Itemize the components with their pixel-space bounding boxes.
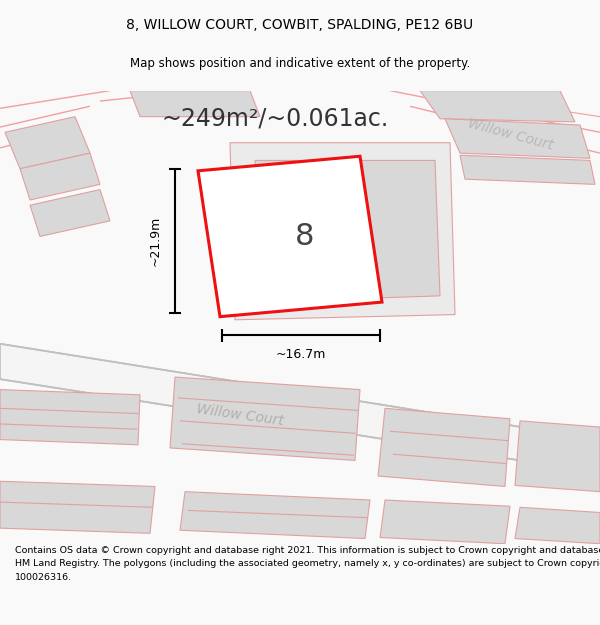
Text: Willow Court: Willow Court [196, 402, 284, 429]
Polygon shape [0, 481, 155, 533]
Polygon shape [180, 492, 370, 539]
Polygon shape [380, 500, 510, 544]
Text: 8, WILLOW COURT, COWBIT, SPALDING, PE12 6BU: 8, WILLOW COURT, COWBIT, SPALDING, PE12 … [127, 18, 473, 32]
Text: ~16.7m: ~16.7m [276, 348, 326, 361]
Polygon shape [420, 91, 575, 122]
Polygon shape [0, 389, 140, 445]
Polygon shape [255, 161, 440, 302]
Polygon shape [460, 155, 595, 184]
Polygon shape [198, 156, 382, 317]
Polygon shape [515, 508, 600, 544]
Polygon shape [230, 142, 455, 320]
Polygon shape [445, 119, 590, 158]
Text: Map shows position and indicative extent of the property.: Map shows position and indicative extent… [130, 57, 470, 70]
Polygon shape [130, 91, 260, 117]
Polygon shape [5, 117, 90, 169]
Text: ~249m²/~0.061ac.: ~249m²/~0.061ac. [161, 107, 389, 131]
Polygon shape [30, 189, 110, 236]
Text: Willow Court: Willow Court [466, 116, 554, 152]
Polygon shape [515, 421, 600, 492]
Polygon shape [170, 377, 360, 461]
Text: ~21.9m: ~21.9m [149, 216, 161, 266]
Text: 8: 8 [295, 222, 315, 251]
Polygon shape [378, 408, 510, 486]
Text: Contains OS data © Crown copyright and database right 2021. This information is : Contains OS data © Crown copyright and d… [15, 546, 600, 582]
Polygon shape [0, 344, 600, 473]
Polygon shape [20, 153, 100, 200]
